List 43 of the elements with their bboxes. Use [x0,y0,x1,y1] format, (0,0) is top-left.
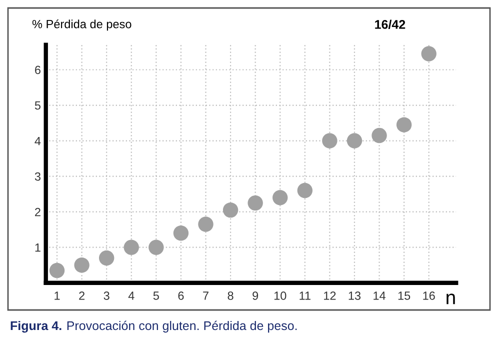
point [297,182,313,198]
x-tick-label: 1 [54,292,60,300]
point [346,133,362,148]
point [98,250,114,266]
point [372,128,387,144]
x-tick-label: 2 [79,292,84,300]
x-tick-label: 12 [324,292,336,300]
x-tick-label: 5 [153,292,159,300]
point [396,117,412,132]
x-tick-label: 8 [228,292,234,300]
point [74,258,90,273]
x-tick-label: 10 [274,292,286,300]
x-tick-label: 3 [104,292,110,300]
y-tick-label: 6 [35,66,40,74]
annotation: 16/42 [375,20,406,30]
x-tick-label: 14 [374,292,386,300]
point [124,240,139,255]
x-tick-label: 7 [203,292,208,300]
x-tick-label: 11 [300,292,310,300]
x-tick-label: 4 [128,292,134,300]
point [222,202,238,218]
y-tick-label: 5 [34,101,41,110]
y-tick-label: 4 [34,136,41,146]
y-tick-label: 3 [34,172,40,181]
y-tick-label: 2 [35,208,40,216]
x-tick-label: 15 [398,292,410,300]
text: Figura 4. [10,320,62,333]
point [421,46,436,62]
point [148,240,164,255]
x-axis-title: n [446,294,455,304]
text: Provocación con gluten. Pérdida de peso. [67,320,297,333]
point [248,195,263,211]
point [49,262,65,278]
x-tick-label: 13 [348,292,361,300]
y-tick-label: 1 [35,244,40,252]
x-tick-label: 6 [178,292,184,300]
point [198,216,214,232]
x-tick-label: 16 [423,292,435,300]
point [272,190,288,206]
x-tick-label: 9 [252,292,258,300]
point [322,133,338,148]
point [173,226,189,241]
y-axis-title: % Pérdida de peso [32,19,132,31]
